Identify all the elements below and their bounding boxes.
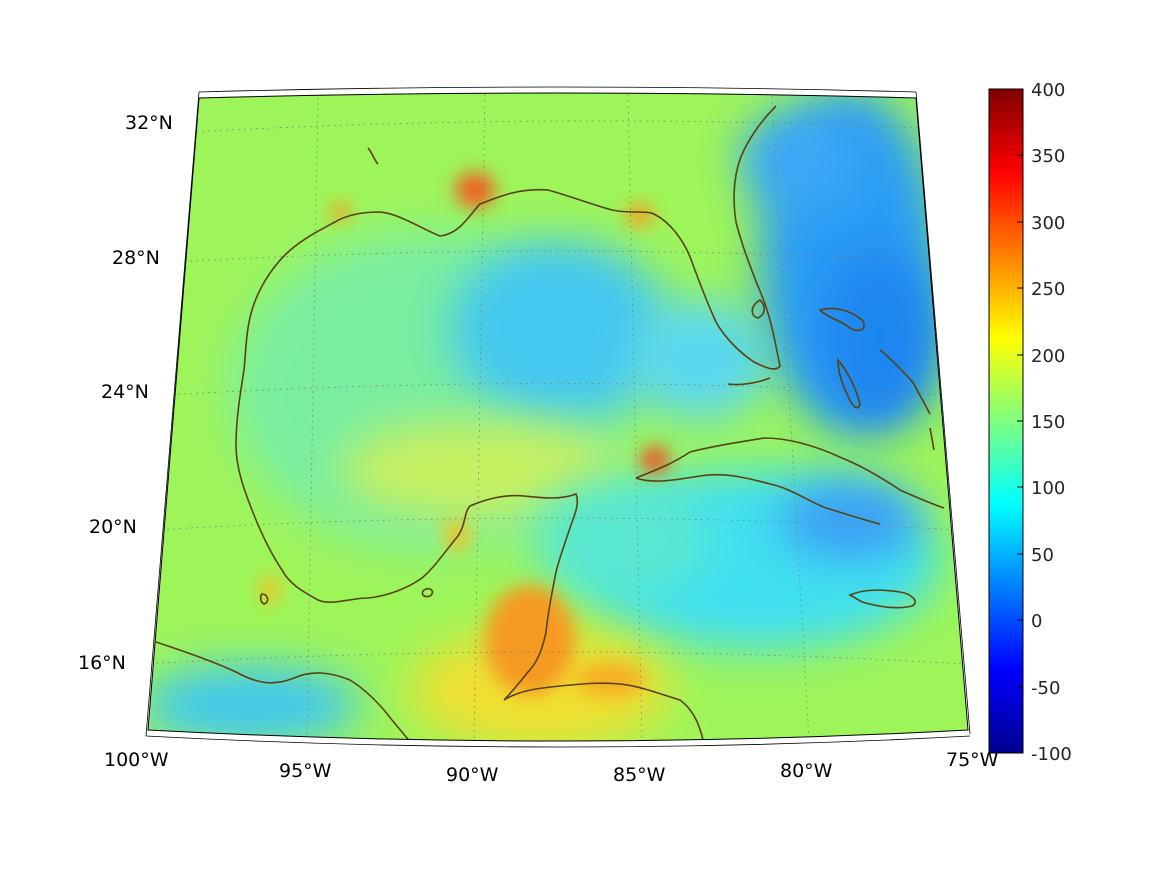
gridlines (148, 93, 966, 741)
lat-label-24: 24°N (101, 381, 149, 403)
colorbar-label-200: 200 (1031, 346, 1065, 367)
colorbar-label-neg50: -50 (1031, 678, 1060, 699)
lon-label-100: 100°W (104, 749, 169, 771)
lon-label-85: 85°W (613, 764, 666, 786)
lat-label-32: 32°N (125, 112, 173, 134)
lon-label-75: 75°W (946, 749, 999, 771)
colorbar-label-100: 100 (1031, 478, 1065, 499)
colorbar-label-350: 350 (1031, 146, 1065, 167)
map-field (148, 93, 968, 741)
colorbar-label-300: 300 (1031, 213, 1065, 234)
lat-labels: 32°N 28°N 24°N 20°N 16°N (78, 112, 173, 674)
colorbar-label-400: 400 (1031, 80, 1065, 101)
colorbar: 400 350 300 250 200 150 100 50 0 -50 -10… (988, 80, 1072, 765)
colorbar-label-neg100: -100 (1031, 744, 1072, 765)
lon-label-90: 90°W (446, 764, 499, 786)
coastlines (155, 105, 945, 741)
colorbar-label-0: 0 (1031, 611, 1042, 632)
map-frame (145, 86, 971, 748)
lat-label-20: 20°N (89, 516, 137, 538)
lat-label-28: 28°N (112, 247, 160, 269)
lon-label-80: 80°W (780, 760, 833, 782)
lon-label-95: 95°W (279, 760, 332, 782)
colorbar-label-150: 150 (1031, 412, 1065, 433)
lon-labels: 100°W 95°W 90°W 85°W 80°W 75°W (104, 749, 999, 786)
colorbar-label-250: 250 (1031, 279, 1065, 300)
lat-label-16: 16°N (78, 652, 126, 674)
colorbar-label-50: 50 (1031, 545, 1054, 566)
colorbar-ticks (1017, 88, 1023, 688)
